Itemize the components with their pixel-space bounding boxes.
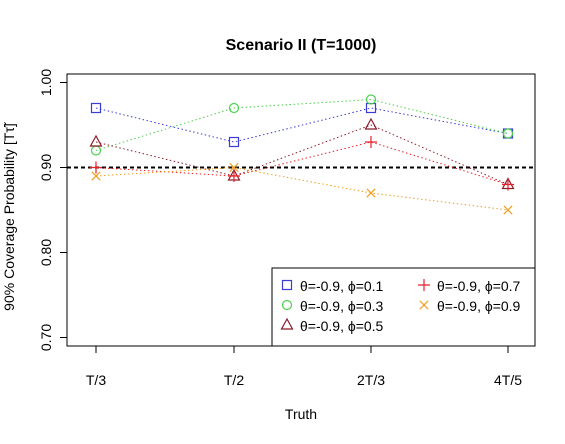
legend-label: θ=-0.9, ϕ=0.9: [437, 298, 521, 314]
data-point-1-1: [228, 102, 240, 114]
plot-area: T/3 T/2 2T/3 4T/5 0.70 0.80 0.90 1.00 θ=-0.9, ϕ=…: [38, 69, 536, 388]
data-point-2-0: [89, 134, 103, 147]
data-point-4-2: [366, 188, 376, 198]
series-line-0: [95, 107, 509, 143]
legend-label: θ=-0.9, ϕ=0.1: [300, 278, 384, 294]
data-point-4-0: [91, 171, 101, 181]
series-line-2: [95, 124, 509, 185]
x-axis-label: Truth: [285, 406, 317, 422]
y-tick-label: 1.00: [38, 69, 54, 96]
data-point-1-3: [502, 128, 514, 139]
legend-box: [271, 267, 536, 347]
y-axis-label: 90% Coverage Probability [Tτ̃]: [1, 122, 17, 311]
data-point-0-2: [365, 102, 377, 114]
y-tick-label: 0.90: [38, 154, 54, 181]
data-point-3-2: [365, 136, 377, 148]
legend-label: θ=-0.9, ϕ=0.3: [300, 298, 384, 314]
chart-title: Scenario II (T=1000): [226, 37, 377, 54]
x-tick-label: 4T/5: [494, 372, 522, 388]
data-point-0-1: [228, 136, 240, 148]
series-line-3: [95, 141, 509, 185]
legend-marker-0: [281, 279, 293, 291]
x-tick-label: T/3: [86, 372, 106, 388]
legend-label: θ=-0.9, ϕ=0.5: [300, 318, 384, 334]
data-point-4-1: [229, 162, 239, 173]
series-line-4: [95, 166, 509, 211]
x-tick-label: 2T/3: [357, 372, 385, 388]
legend-label: θ=-0.9, ϕ=0.7: [437, 278, 521, 294]
legend-marker-4: [419, 300, 429, 310]
data-point-2-2: [364, 117, 378, 130]
data-point-3-1: [228, 170, 240, 182]
series-line-1: [95, 98, 509, 151]
y-tick-label: 0.70: [38, 324, 54, 351]
data-point-1-2: [365, 94, 377, 105]
data-point-3-0: [90, 161, 102, 174]
y-tick-label: 0.80: [38, 239, 54, 266]
legend-marker-2: [280, 317, 294, 330]
data-point-0-0: [90, 102, 102, 114]
data-point-3-3: [502, 178, 514, 191]
legend-marker-3: [418, 279, 430, 291]
legend-marker-1: [281, 299, 293, 311]
data-point-4-3: [503, 205, 513, 215]
x-tick-label: T/2: [224, 372, 244, 388]
